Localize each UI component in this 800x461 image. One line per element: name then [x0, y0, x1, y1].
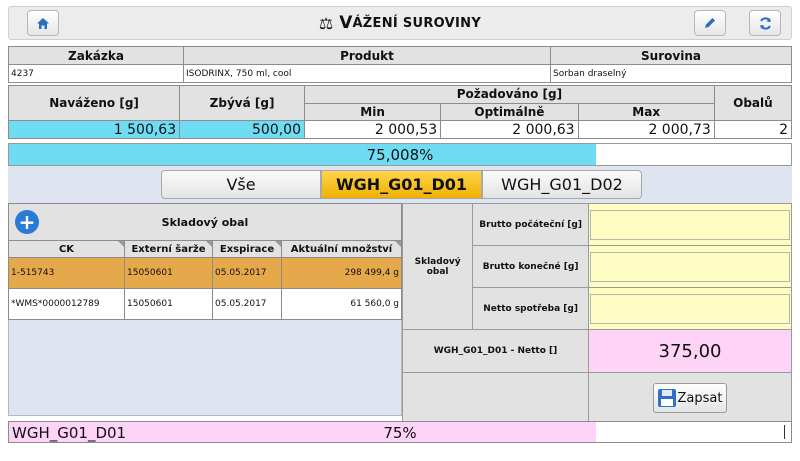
weights-table: Naváženo [g] Zbývá [g] Požadováno [g] Ob… — [7, 85, 793, 139]
progress-text: 75,008% — [366, 145, 434, 164]
row-ck: 1-515743 — [8, 257, 125, 289]
status-fill — [9, 422, 596, 442]
zbyva-value: 500,00 — [179, 120, 305, 139]
weighing-progress-bar: 75,008% — [8, 143, 792, 166]
col-externi-sarze[interactable]: Externí šarže — [124, 240, 213, 258]
brutto-start-cell — [588, 203, 792, 246]
max-value: 2 000,73 — [577, 120, 715, 139]
col-exspirace[interactable]: Exspirace — [212, 240, 282, 258]
netto-input[interactable] — [590, 293, 790, 324]
row-batch: 15050601 — [124, 257, 213, 289]
opt-label: Optimálně — [440, 102, 579, 121]
surovina-value: Sorban draselný — [550, 64, 792, 83]
save-button[interactable]: Zapsat — [652, 383, 728, 413]
brutto-start-label: Brutto počáteční [g] — [472, 203, 589, 246]
refresh-button[interactable] — [749, 10, 781, 36]
netto-total-value: 375,00 — [588, 329, 792, 373]
brutto-end-label: Brutto konečné [g] — [472, 245, 589, 288]
stock-title: Skladový obal — [161, 215, 249, 229]
row-qty: 61 560,0 g — [281, 288, 402, 320]
pozadovano-label: Požadováno [g] — [304, 85, 715, 104]
tab-wgh-g01-d01[interactable]: WGH_G01_D01 — [321, 170, 482, 199]
header-bar: ⚖ V ÁŽENÍ SUROVINY — [8, 6, 792, 40]
col-produkt: Produkt — [183, 46, 551, 65]
floppy-icon — [657, 389, 676, 407]
table-row[interactable]: 1-515743 15050601 05.05.2017 298 499,4 g — [8, 257, 402, 289]
status-label: WGH_G01_D01 — [12, 424, 127, 442]
edit-button[interactable] — [694, 10, 726, 36]
status-percent: 75% — [383, 424, 417, 442]
tab-strip: Vše WGH_G01_D01 WGH_G01_D02 — [8, 166, 792, 203]
col-surovina: Surovina — [550, 46, 792, 65]
obalu-value: 2 — [713, 120, 793, 139]
stock-table-header: + Skladový obal — [8, 203, 402, 241]
refresh-icon — [759, 16, 771, 30]
status-cursor — [784, 425, 785, 439]
navazeno-label: Naváženo [g] — [7, 85, 181, 121]
row-exp: 05.05.2017 — [212, 257, 282, 289]
tab-all[interactable]: Vše — [161, 170, 321, 199]
zakazka-value: 4237 — [8, 64, 184, 83]
tab-wgh-g01-d02[interactable]: WGH_G01_D02 — [482, 170, 642, 199]
home-icon — [37, 17, 49, 29]
row-batch: 15050601 — [124, 288, 213, 320]
scale-icon: ⚖ — [318, 13, 334, 33]
page-title: ⚖ V ÁŽENÍ SUROVINY — [318, 13, 482, 33]
row-qty: 298 499,4 g — [281, 257, 402, 289]
min-label: Min — [303, 102, 442, 121]
obalu-label: Obalů — [713, 85, 793, 121]
col-ck[interactable]: CK — [8, 240, 125, 258]
weighing-form: Skladový obal Brutto počáteční [g] Brutt… — [401, 203, 792, 424]
plus-icon: + — [18, 210, 36, 234]
empty-cell — [402, 372, 589, 424]
min-value: 2 000,53 — [303, 120, 442, 139]
netto-label: Netto spotřeba [g] — [472, 287, 589, 330]
opt-value: 2 000,63 — [440, 120, 579, 139]
brutto-start-input[interactable] — [590, 209, 790, 240]
row-exp: 05.05.2017 — [212, 288, 282, 320]
zbyva-label: Zbývá [g] — [179, 85, 305, 121]
home-button[interactable] — [27, 10, 59, 36]
max-label: Max — [577, 102, 715, 121]
produkt-value: ISODRINX, 750 ml, cool — [183, 64, 551, 83]
add-button[interactable]: + — [15, 210, 39, 234]
col-aktualni-mnozstvi[interactable]: Aktuální množství — [281, 240, 402, 258]
row-ck: *WMS*0000012789 — [8, 288, 125, 320]
col-zakazka: Zakázka — [8, 46, 184, 65]
save-label: Zapsat — [677, 390, 723, 406]
group-label: Skladový obal — [401, 203, 474, 330]
save-cell: Zapsat — [588, 372, 792, 424]
netto-cell — [588, 287, 792, 330]
progress-fill — [9, 144, 596, 165]
netto-total-label: WGH_G01_D01 - Netto [] — [402, 329, 589, 373]
pencil-icon — [705, 18, 715, 28]
table-row[interactable]: *WMS*0000012789 15050601 05.05.2017 61 5… — [8, 288, 402, 320]
brutto-end-cell — [588, 245, 792, 288]
brutto-end-input[interactable] — [590, 251, 790, 282]
stock-table: + Skladový obal CK Externí šarže Exspira… — [8, 203, 402, 320]
status-bar: WGH_G01_D01 75% — [8, 421, 792, 443]
navazeno-value: 1 500,63 — [7, 120, 181, 139]
order-table: Zakázka Produkt Surovina 4237 ISODRINX, … — [8, 46, 792, 83]
